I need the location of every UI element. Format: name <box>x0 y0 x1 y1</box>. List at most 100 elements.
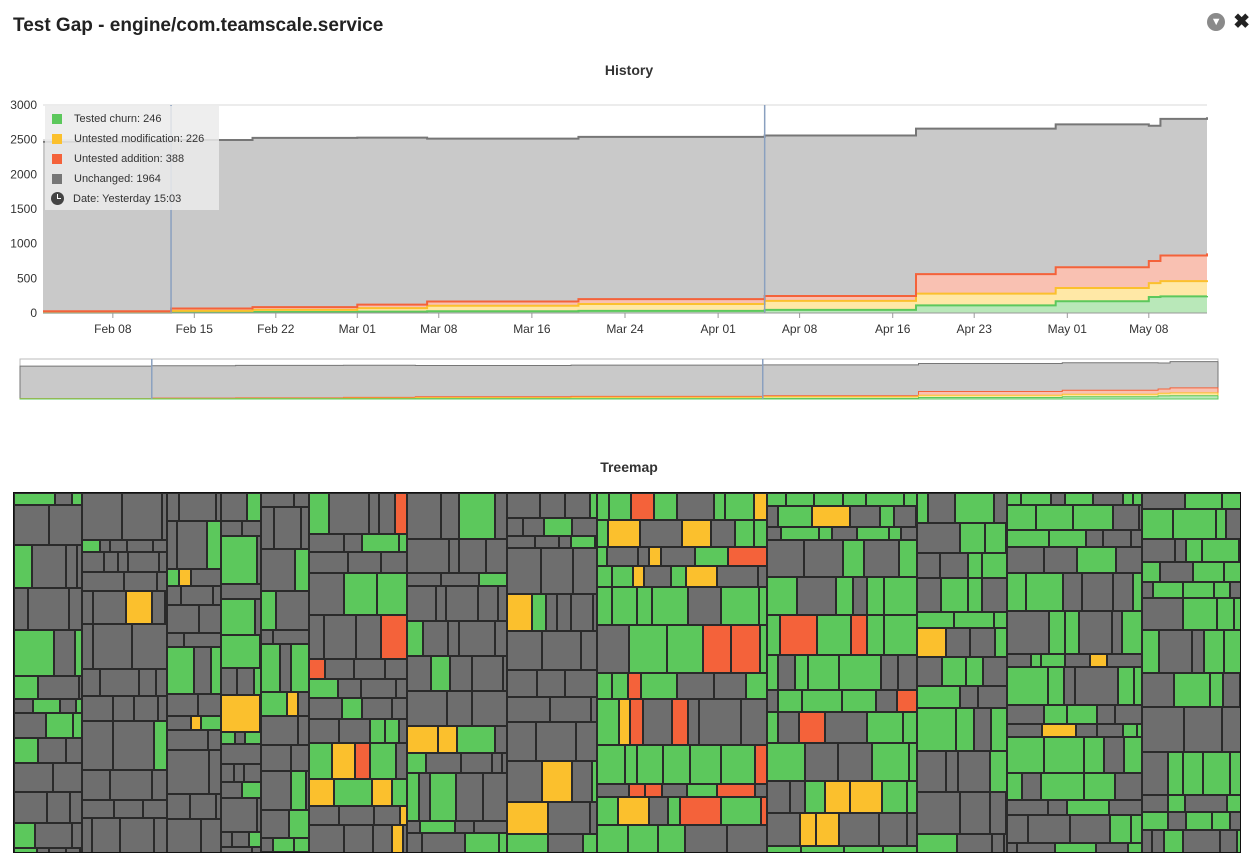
treemap-cell[interactable] <box>641 673 677 699</box>
treemap-cell[interactable] <box>867 712 903 743</box>
treemap-cell[interactable] <box>478 586 498 621</box>
treemap-cell[interactable] <box>213 586 221 605</box>
treemap-cell[interactable] <box>492 753 502 773</box>
treemap-cell[interactable] <box>113 721 154 770</box>
treemap-cell[interactable] <box>162 493 167 540</box>
treemap-cell[interactable] <box>221 764 234 782</box>
treemap-cell[interactable] <box>381 552 407 573</box>
treemap-cell[interactable] <box>472 656 503 691</box>
treemap-cell[interactable] <box>1183 598 1217 630</box>
treemap-cell[interactable] <box>1153 582 1183 598</box>
treemap-cell[interactable] <box>1142 752 1168 795</box>
treemap-cell[interactable] <box>49 505 82 545</box>
treemap-cell[interactable] <box>1175 539 1186 562</box>
treemap-cell[interactable] <box>957 834 992 852</box>
treemap-cell[interactable] <box>221 732 235 744</box>
treemap-cell[interactable] <box>1090 654 1107 667</box>
treemap-cell[interactable] <box>1041 654 1065 667</box>
treemap-cell[interactable] <box>167 694 198 716</box>
treemap-cell[interactable] <box>507 631 542 670</box>
treemap-cell[interactable] <box>1222 493 1240 509</box>
treemap-cell[interactable] <box>595 536 597 548</box>
treemap-cell[interactable] <box>198 694 221 716</box>
treemap-cell[interactable] <box>1093 493 1123 505</box>
treemap-cell[interactable] <box>608 520 640 547</box>
treemap-cell[interactable] <box>82 624 93 669</box>
treemap-cell[interactable] <box>362 534 399 552</box>
treemap-cell[interactable] <box>309 615 324 659</box>
treemap-cell[interactable] <box>221 584 261 599</box>
treemap-cell[interactable] <box>287 692 298 716</box>
treemap-cell[interactable] <box>907 781 917 813</box>
treemap-cell[interactable] <box>946 751 958 792</box>
treemap-cell[interactable] <box>82 493 122 540</box>
treemap-cell[interactable] <box>100 669 139 696</box>
treemap-cell[interactable] <box>966 657 983 686</box>
treemap-cell[interactable] <box>1044 705 1067 724</box>
treemap-cell[interactable] <box>663 745 690 784</box>
treemap-cell[interactable] <box>329 493 369 534</box>
treemap-cell[interactable] <box>695 547 728 566</box>
treemap-cell[interactable] <box>677 493 714 520</box>
treemap-cell[interactable] <box>597 699 619 745</box>
treemap-cell[interactable] <box>49 848 66 852</box>
treemap-cell[interactable] <box>379 493 395 534</box>
treemap-cell[interactable] <box>261 630 273 644</box>
treemap-cell[interactable] <box>1007 705 1044 724</box>
treemap-cell[interactable] <box>426 753 461 773</box>
treemap-cell[interactable] <box>252 847 261 852</box>
treemap-cell[interactable] <box>483 773 507 821</box>
treemap-cell[interactable] <box>1168 795 1185 812</box>
treemap-cell[interactable] <box>801 846 844 852</box>
treemap-cell[interactable] <box>897 690 917 712</box>
treemap-cell[interactable] <box>942 657 966 686</box>
treemap-cell[interactable] <box>778 655 795 690</box>
treemap-cell[interactable] <box>211 647 221 694</box>
treemap-cell[interactable] <box>407 833 422 852</box>
treemap-cell[interactable] <box>134 696 158 721</box>
treemap-cell[interactable] <box>38 676 79 699</box>
treemap-cell[interactable] <box>309 679 338 698</box>
treemap-cell[interactable] <box>1142 582 1153 598</box>
treemap-cell[interactable] <box>954 612 994 628</box>
treemap-cell[interactable] <box>690 745 721 784</box>
treemap-cell[interactable] <box>727 825 767 852</box>
treemap-cell[interactable] <box>780 615 817 655</box>
treemap-cell[interactable] <box>261 493 294 507</box>
treemap-cell[interactable] <box>301 507 309 549</box>
treemap-cell[interactable] <box>1142 795 1168 812</box>
treemap-cell[interactable] <box>370 719 385 743</box>
treemap-cell[interactable] <box>377 573 407 615</box>
treemap-cell[interactable] <box>242 782 261 798</box>
treemap-cell[interactable] <box>167 586 181 605</box>
treemap-cell[interactable] <box>612 587 637 625</box>
treemap-cell[interactable] <box>60 699 76 713</box>
treemap-cell[interactable] <box>990 751 1007 792</box>
treemap-cell[interactable] <box>407 691 447 726</box>
history-navigator[interactable] <box>0 355 1258 405</box>
treemap-cell[interactable] <box>113 696 134 721</box>
treemap-cell[interactable] <box>291 745 309 771</box>
treemap-cell[interactable] <box>928 493 955 523</box>
treemap-cell[interactable] <box>1064 667 1075 705</box>
treemap-cell[interactable] <box>237 668 254 695</box>
treemap-cell[interactable] <box>450 656 472 691</box>
treemap-cell[interactable] <box>436 586 446 621</box>
treemap-cell[interactable] <box>1142 707 1184 752</box>
treemap-cell[interactable] <box>507 493 540 518</box>
treemap-cell[interactable] <box>557 594 571 631</box>
treemap-cell[interactable] <box>631 493 654 520</box>
treemap-cell[interactable] <box>672 699 688 745</box>
treemap-cell[interactable] <box>618 797 649 825</box>
treemap-cell[interactable] <box>884 615 917 655</box>
treemap-cell[interactable] <box>946 628 970 657</box>
treemap-cell[interactable] <box>591 697 597 722</box>
treemap-cell[interactable] <box>110 770 152 800</box>
treemap-cell[interactable] <box>431 656 450 691</box>
treemap-cell[interactable] <box>419 773 430 821</box>
treemap-cell[interactable] <box>37 848 49 852</box>
treemap-cell[interactable] <box>194 647 211 694</box>
treemap-cell[interactable] <box>385 659 407 679</box>
treemap-cell[interactable] <box>1185 493 1222 509</box>
treemap-cell[interactable] <box>597 520 608 547</box>
